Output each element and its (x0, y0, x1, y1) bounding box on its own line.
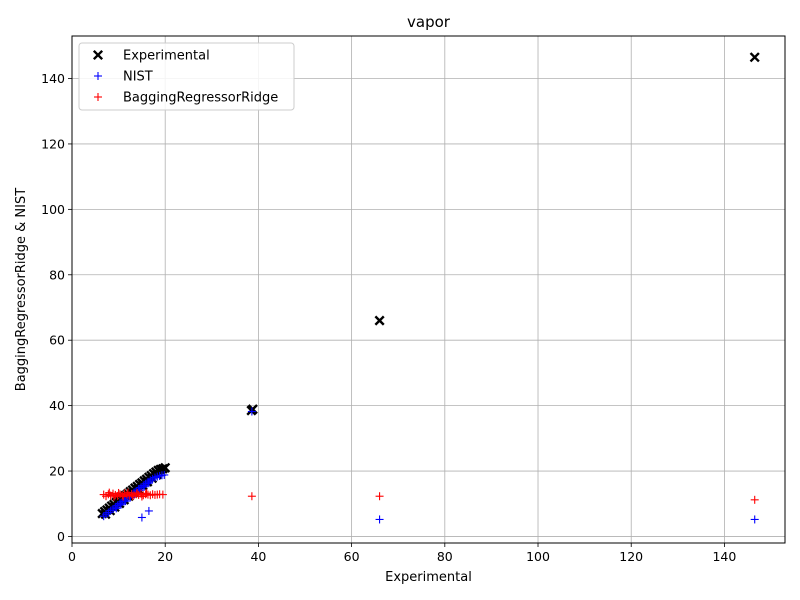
data-point (374, 315, 385, 326)
y-tick-label: 20 (49, 464, 65, 479)
x-axis-label: Experimental (385, 570, 472, 585)
data-point (116, 500, 125, 509)
grid (71, 36, 785, 543)
data-point (247, 407, 256, 416)
series-baggingregressorridge (99, 488, 759, 504)
data-point (160, 462, 171, 473)
legend-marker (94, 72, 102, 80)
data-point (160, 470, 169, 479)
legend-entry: Experimental (123, 49, 210, 64)
y-tick-label: 60 (49, 333, 65, 348)
data-point (158, 490, 167, 499)
data-point (137, 513, 146, 522)
data-point (105, 488, 114, 497)
data-point (144, 479, 153, 488)
y-tick-label: 80 (49, 267, 65, 282)
y-tick-label: 100 (41, 202, 65, 217)
legend-entry: BaggingRegressorRidge (123, 91, 278, 106)
x-tick-label: 80 (437, 549, 453, 564)
data-point (375, 492, 384, 501)
chart-title: vapor (407, 13, 451, 31)
data-point (123, 488, 132, 497)
data-point (121, 497, 130, 506)
data-point (750, 515, 759, 524)
data-point (112, 504, 121, 513)
axis-ticks: 0 20 40 60 80 100 120 140 0 20 40 60 80 100 120 140 (41, 71, 736, 564)
y-tick-label: 140 (41, 71, 65, 86)
x-tick-label: 100 (526, 549, 550, 564)
data-point (140, 482, 149, 491)
y-tick-label: 0 (57, 529, 65, 544)
y-axis-label: BaggingRegressorRidge & NIST (14, 188, 29, 391)
x-tick-label: 120 (619, 549, 643, 564)
data-point (109, 492, 118, 501)
data-point (750, 495, 759, 504)
series-nist (99, 407, 759, 524)
data-point (114, 488, 123, 497)
y-tick-label: 120 (41, 136, 65, 151)
y-tick-label: 40 (49, 398, 65, 413)
x-tick-label: 40 (250, 549, 266, 564)
data-point (144, 506, 153, 515)
data-point (142, 489, 151, 498)
x-tick-label: 140 (712, 549, 736, 564)
data-points (97, 52, 760, 524)
x-tick-label: 20 (157, 549, 173, 564)
plot-frame (71, 35, 786, 544)
legend-entry: NIST (123, 70, 153, 85)
x-tick-label: 0 (68, 549, 76, 564)
data-point (119, 492, 128, 501)
data-point (247, 492, 256, 501)
legend-marker (94, 93, 102, 101)
x-tick-label: 60 (344, 549, 360, 564)
data-point (749, 52, 760, 63)
series-experimental (97, 52, 760, 520)
legend: Experimental NIST BaggingRegressorRidge (78, 42, 295, 111)
data-point (375, 515, 384, 524)
legend-marker (92, 49, 104, 61)
data-point (137, 492, 146, 501)
data-point (128, 492, 137, 501)
legend-box (78, 42, 295, 111)
data-point (133, 488, 142, 497)
